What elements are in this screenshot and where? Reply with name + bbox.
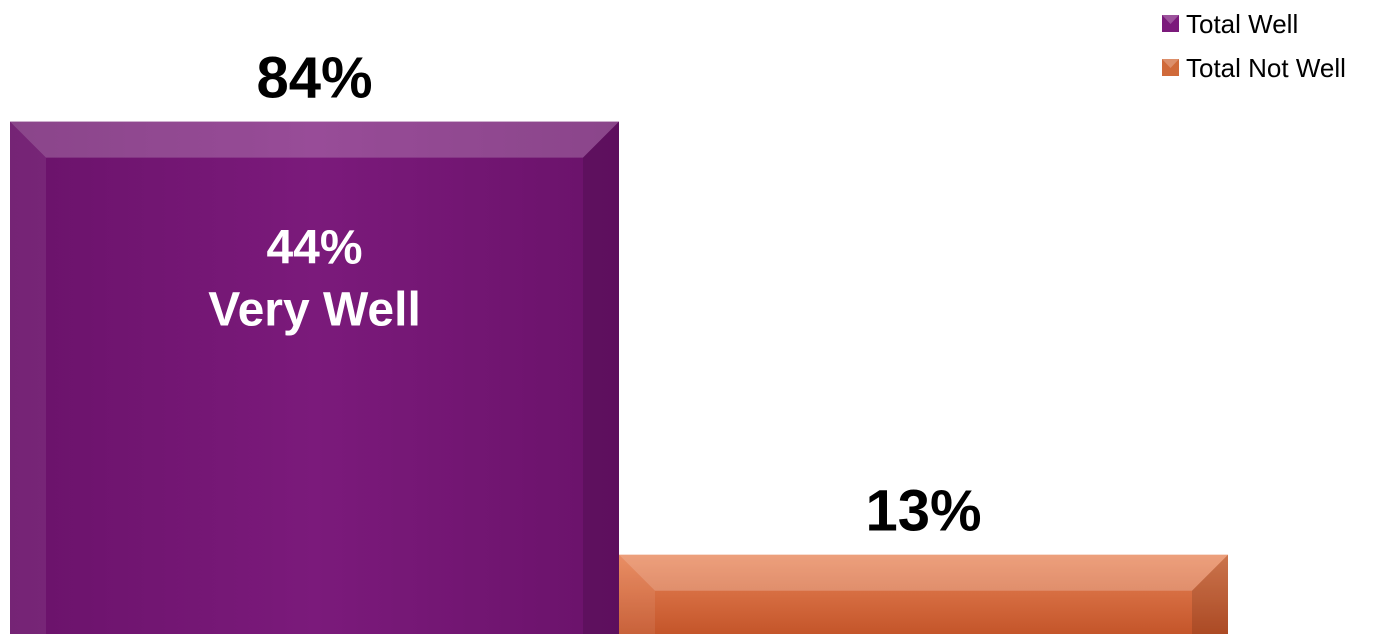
legend-entry-1: Total Not Well: [1162, 53, 1346, 83]
data-label-0: 84%: [256, 46, 372, 111]
bars-layer: [10, 121, 1228, 634]
labels-layer: 84% 44% Very Well 13%: [208, 46, 981, 544]
legend-swatch-1: [1162, 59, 1179, 76]
legend: Total Well Total Not Well: [1162, 9, 1346, 83]
legend-swatch-0: [1162, 15, 1179, 32]
inner-label-caption: Very Well: [208, 284, 421, 337]
legend-label-0: Total Well: [1186, 9, 1298, 39]
bar-total-well: [10, 121, 619, 634]
inner-label-value: 44%: [266, 222, 362, 275]
data-label-1: 13%: [865, 479, 981, 544]
legend-entry-0: Total Well: [1162, 9, 1298, 39]
legend-label-1: Total Not Well: [1186, 53, 1346, 83]
bar-total-not-well: [619, 554, 1228, 634]
